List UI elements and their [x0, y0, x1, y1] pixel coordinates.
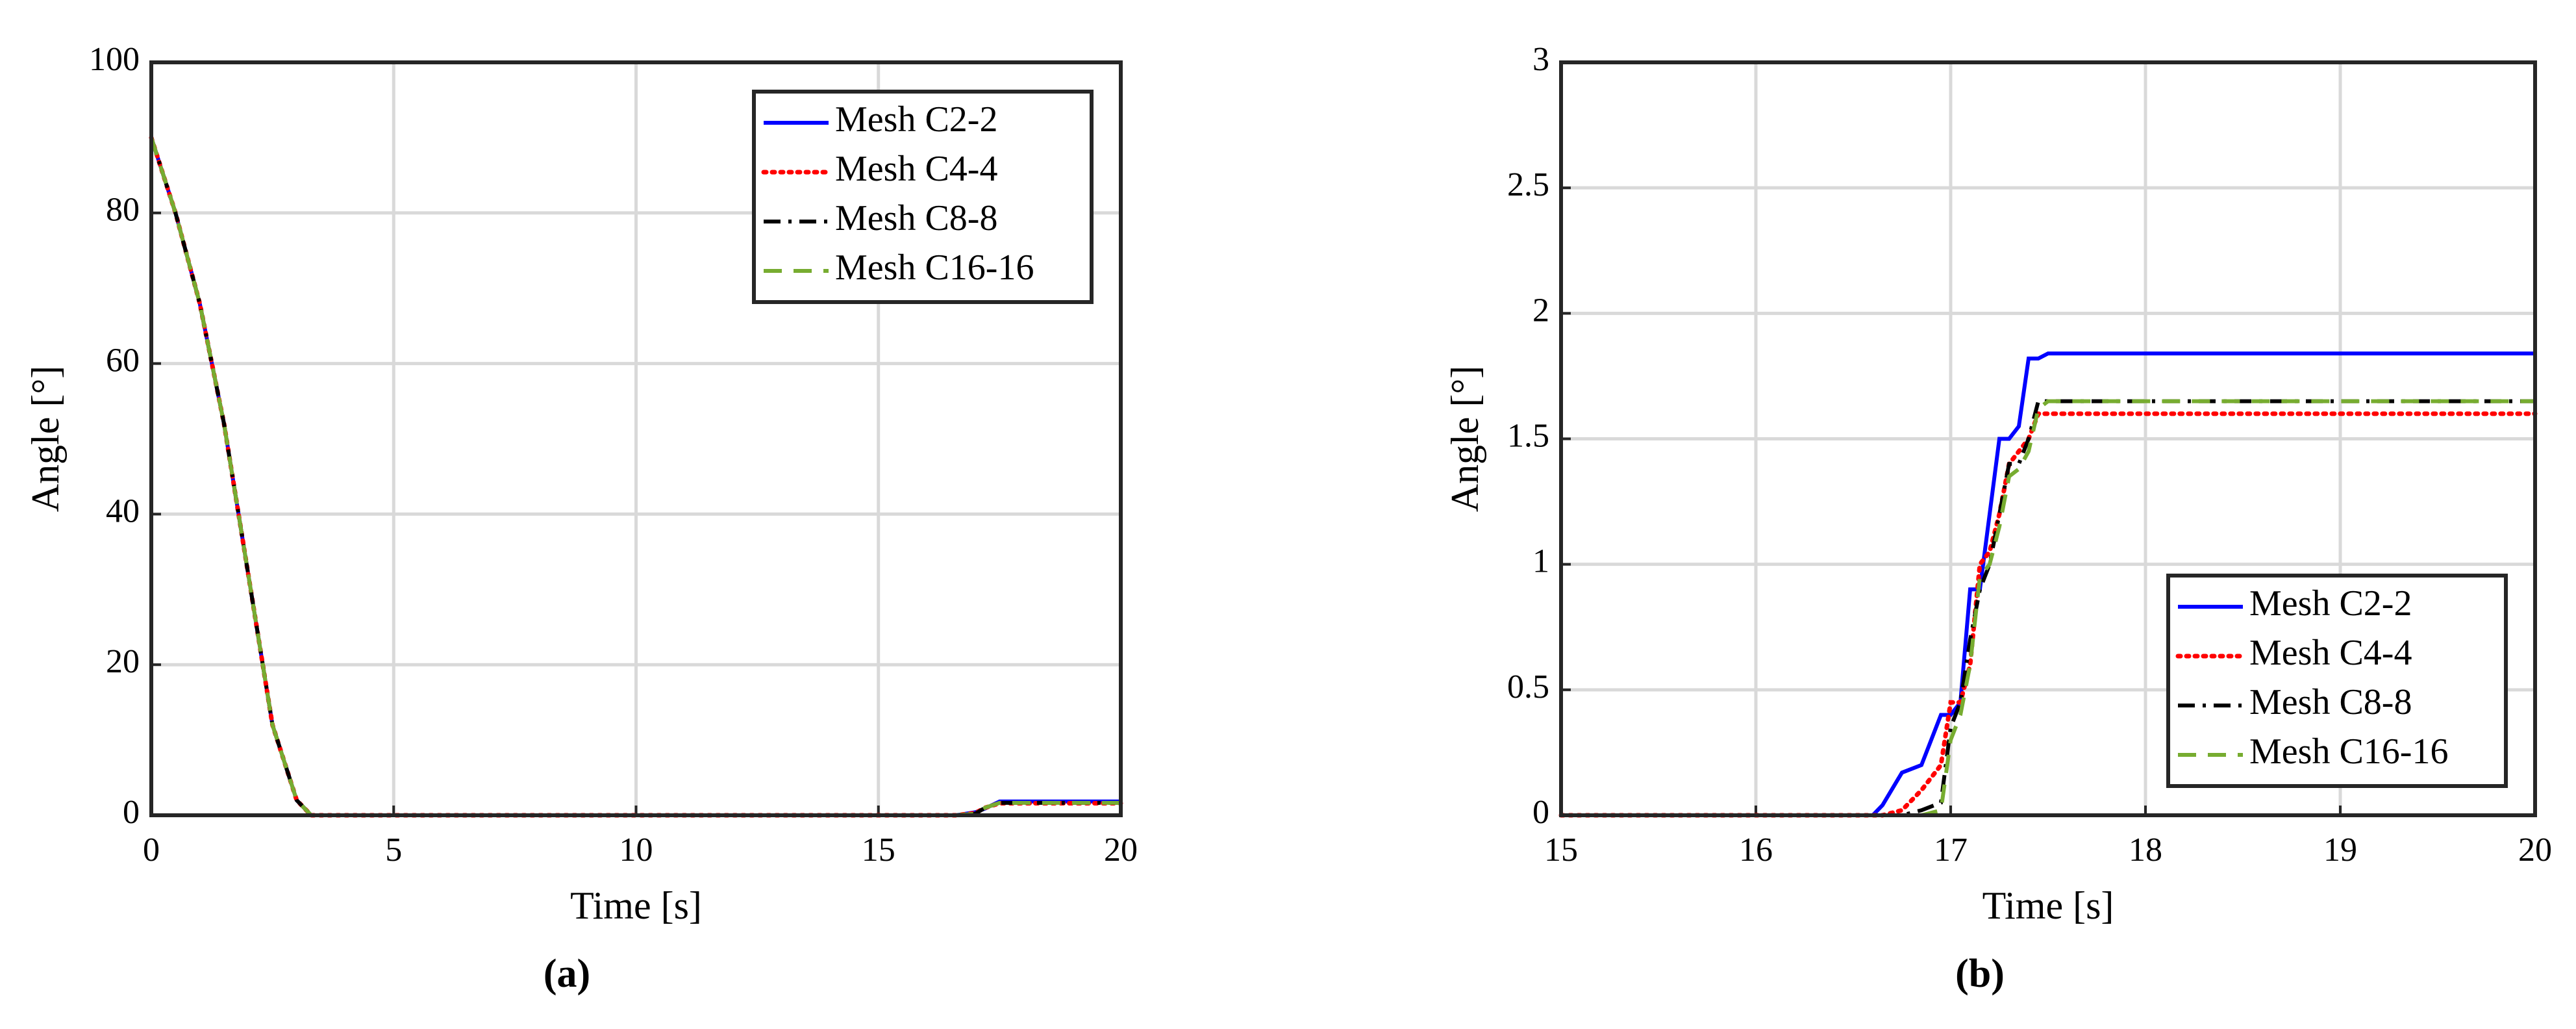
y-tick-label: 20: [106, 643, 140, 680]
y-tick-label: 3: [1532, 41, 1549, 78]
legend-label: Mesh C8-8: [835, 198, 997, 238]
y-tick-label: 2: [1532, 292, 1549, 329]
y-tick-label: 2.5: [1507, 166, 1549, 203]
legend-label: Mesh C4-4: [2249, 633, 2412, 673]
x-axis-label: Time [s]: [570, 884, 702, 927]
y-tick-label: 60: [106, 342, 140, 379]
x-axis-label: Time [s]: [1982, 884, 2114, 927]
caption: (b): [1955, 952, 2005, 996]
axes-frame: [149, 60, 1123, 817]
y-tick-label: 0: [123, 794, 140, 831]
y-tick-label: 80: [106, 192, 140, 229]
y-axis-label: Angle [°]: [1444, 366, 1486, 513]
x-tick-label: 0: [143, 832, 160, 869]
y-tick-label: 0.5: [1507, 668, 1549, 705]
legend-label: Mesh C16-16: [835, 248, 1034, 288]
data-line: [1561, 399, 2535, 817]
x-tick-label: 18: [2129, 832, 2162, 869]
x-tick-label: 10: [619, 832, 653, 869]
legend-box: [2166, 574, 2508, 788]
x-tick-label: 5: [385, 832, 402, 869]
y-axis-label: Angle [°]: [24, 366, 67, 513]
x-tick-label: 20: [1104, 832, 1138, 869]
y-tick-label: 1.5: [1507, 417, 1549, 454]
x-tick-label: 16: [1739, 832, 1773, 869]
data-line: [1561, 351, 2535, 817]
legend-label: Mesh C2-2: [2249, 583, 2412, 624]
x-tick-label: 15: [1544, 832, 1578, 869]
x-tick-label: 15: [862, 832, 895, 869]
x-tick-label: 17: [1934, 832, 1968, 869]
legend-box: [752, 90, 1094, 304]
legend-label: Mesh C4-4: [835, 149, 997, 189]
y-tick-label: 40: [106, 492, 140, 529]
y-tick-label: 100: [89, 41, 140, 78]
legend-label: Mesh C16-16: [2249, 731, 2448, 772]
axes-frame: [1559, 60, 2537, 817]
y-tick-label: 0: [1532, 794, 1549, 831]
caption: (a): [544, 952, 590, 996]
legend-label: Mesh C2-2: [835, 99, 997, 140]
legend-label: Mesh C8-8: [2249, 682, 2412, 722]
y-tick-label: 1: [1532, 543, 1549, 580]
x-tick-label: 19: [2323, 832, 2357, 869]
x-tick-label: 20: [2518, 832, 2552, 869]
